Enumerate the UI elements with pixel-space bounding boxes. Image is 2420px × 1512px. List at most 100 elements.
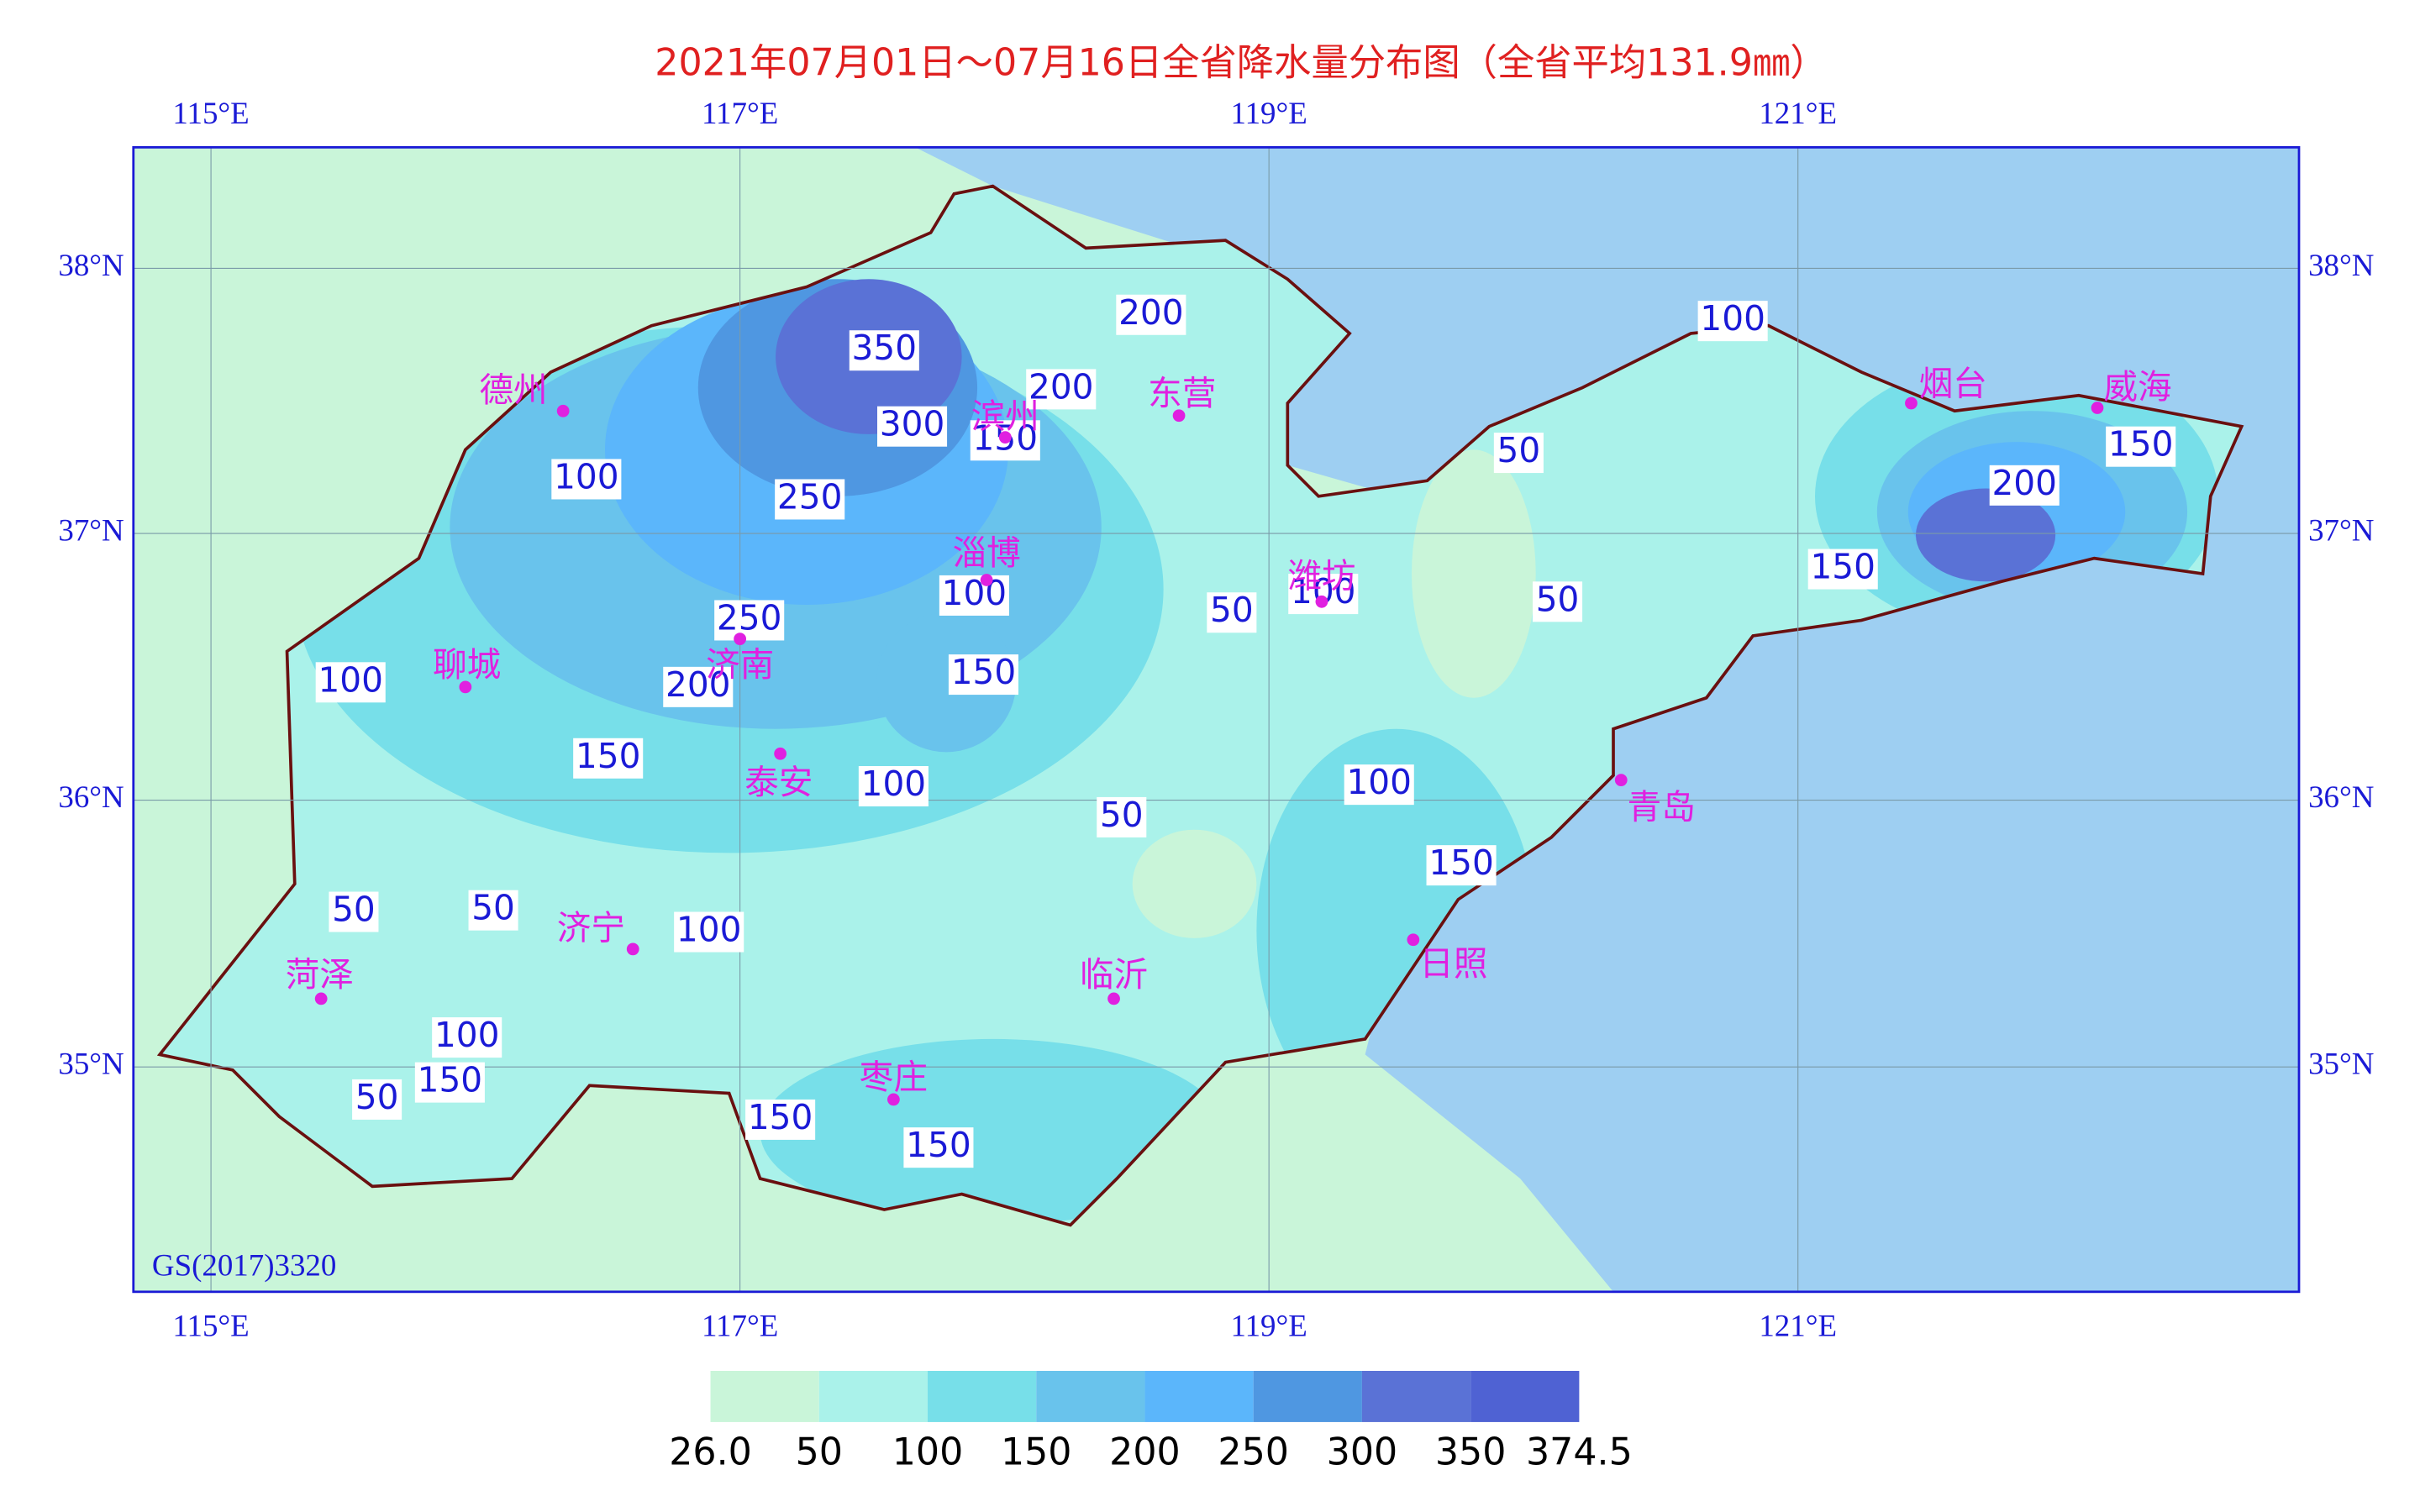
zone-300 xyxy=(1916,488,2056,582)
contour-label: 200 xyxy=(1991,463,2057,503)
contour-label-bg xyxy=(1426,845,1497,886)
contour-label: 150 xyxy=(951,652,1017,692)
city-name: 枣庄 xyxy=(860,1057,928,1097)
contour-label-bg xyxy=(948,654,1018,696)
city-dot xyxy=(1107,992,1120,1005)
contour-label-bg xyxy=(1533,581,1583,622)
colorbar-tick-label: 26.0 xyxy=(669,1431,752,1474)
contour-label-bg xyxy=(1344,764,1414,806)
contour-label: 50 xyxy=(355,1077,399,1117)
map-title: 2021年07月01日～07月16日全省降水量分布图（全省平均131.9㎜） xyxy=(655,42,1827,85)
contour-label-bg xyxy=(1097,796,1147,837)
contour-label: 300 xyxy=(880,404,945,444)
contour-label: 350 xyxy=(852,328,918,368)
contour-label: 50 xyxy=(1536,579,1580,619)
contour-label: 50 xyxy=(332,890,376,930)
city-name: 日照 xyxy=(1419,943,1487,984)
lon-label: 117°E xyxy=(702,96,778,130)
city-name: 滨州 xyxy=(971,396,1039,436)
colorbar-tick-label: 300 xyxy=(1327,1431,1398,1474)
contour-label-bg xyxy=(2106,426,2176,467)
contour-label: 100 xyxy=(318,659,383,700)
contour-label-bg xyxy=(849,330,919,371)
city-name: 潍坊 xyxy=(1287,556,1355,596)
contour-label: 100 xyxy=(1346,762,1412,802)
contour-label-bg xyxy=(329,891,379,932)
lat-label: 38°N xyxy=(58,248,124,282)
contour-label-bg xyxy=(858,766,929,806)
graticule xyxy=(133,147,2299,1292)
city-dot xyxy=(774,747,786,760)
contour-label-bg xyxy=(1697,301,1768,342)
city-name: 东营 xyxy=(1148,373,1216,413)
city-dot xyxy=(1905,396,1918,410)
colorbar-tick-label: 100 xyxy=(892,1431,964,1474)
colorbar-tick-label: 250 xyxy=(1218,1431,1289,1474)
contour-label-bg xyxy=(1207,592,1257,633)
contour-label: 150 xyxy=(1428,843,1494,883)
colorbar-bin xyxy=(1361,1371,1471,1422)
city-dot xyxy=(1407,933,1420,947)
lat-label: 36°N xyxy=(58,780,124,814)
map-source: GS(2017)3320 xyxy=(152,1248,336,1284)
contour-label: 150 xyxy=(576,736,641,776)
city-dot xyxy=(2091,402,2104,414)
lon-label: 121°E xyxy=(1759,1309,1837,1343)
city-name: 济南 xyxy=(706,644,774,685)
contour-label: 150 xyxy=(2108,424,2174,465)
contour-label: 200 xyxy=(1118,292,1184,333)
contour-label-bg xyxy=(315,662,386,703)
city-name: 临沂 xyxy=(1080,954,1148,995)
colorbar-bin xyxy=(710,1371,819,1422)
zone-150 xyxy=(876,612,1017,753)
map-frame xyxy=(132,146,2301,1294)
city-name: 淄博 xyxy=(953,533,1021,573)
colorbar-bin xyxy=(928,1371,1037,1422)
contour-label-bg xyxy=(1989,465,2060,506)
contour-label-bg xyxy=(1116,294,1186,335)
contour-label: 150 xyxy=(906,1125,971,1165)
lat-label: 35°N xyxy=(58,1047,124,1081)
contour-label: 150 xyxy=(1810,547,1876,587)
city-name: 泰安 xyxy=(744,762,813,802)
city-dot xyxy=(998,431,1012,444)
contour-label-bg xyxy=(745,1099,816,1140)
city-dot xyxy=(556,404,570,417)
city-dot xyxy=(459,680,472,694)
city-name: 聊城 xyxy=(433,644,501,685)
contour-label: 50 xyxy=(1497,430,1541,470)
colorbar-bin xyxy=(1253,1371,1362,1422)
contour-label-bg xyxy=(1493,433,1544,474)
contour-label: 50 xyxy=(1210,590,1254,630)
contour-label-bg xyxy=(432,1017,502,1058)
annotations: 115°E 115°E 117°E 117°E 119°E 119°E 121°E 121°E… xyxy=(58,96,2374,1474)
city-dot xyxy=(980,574,993,586)
lon-label: 115°E xyxy=(172,1309,249,1343)
contour-label-bg xyxy=(775,479,845,520)
city-name: 威海 xyxy=(2103,366,2171,407)
contour-label: 100 xyxy=(434,1015,500,1055)
contour-label: 50 xyxy=(1100,795,1144,835)
lat-label: 37°N xyxy=(58,513,124,548)
contour-label: 200 xyxy=(1028,366,1094,407)
lat-label: 38°N xyxy=(2308,248,2374,282)
colorbar-tick-label: 200 xyxy=(1109,1431,1181,1474)
city-name: 济宁 xyxy=(557,908,625,948)
city-name: 烟台 xyxy=(1919,364,1987,404)
contour-label-bg xyxy=(903,1127,974,1168)
city-name: 青岛 xyxy=(1628,787,1696,827)
lat-label: 35°N xyxy=(2308,1047,2374,1081)
contour-label-bg xyxy=(939,575,1009,616)
lon-label: 119°E xyxy=(1231,1309,1307,1343)
contour-label-bg xyxy=(663,666,734,707)
colorbar-bin xyxy=(818,1371,928,1422)
lon-label: 117°E xyxy=(702,1309,778,1343)
city-dot xyxy=(626,942,639,956)
contour-label-bg xyxy=(414,1062,485,1103)
lon-label: 121°E xyxy=(1759,96,1837,130)
lon-label: 119°E xyxy=(1231,96,1307,130)
city-dot xyxy=(887,1093,900,1106)
contour-label-bg xyxy=(551,459,622,500)
city-dot xyxy=(734,633,746,645)
